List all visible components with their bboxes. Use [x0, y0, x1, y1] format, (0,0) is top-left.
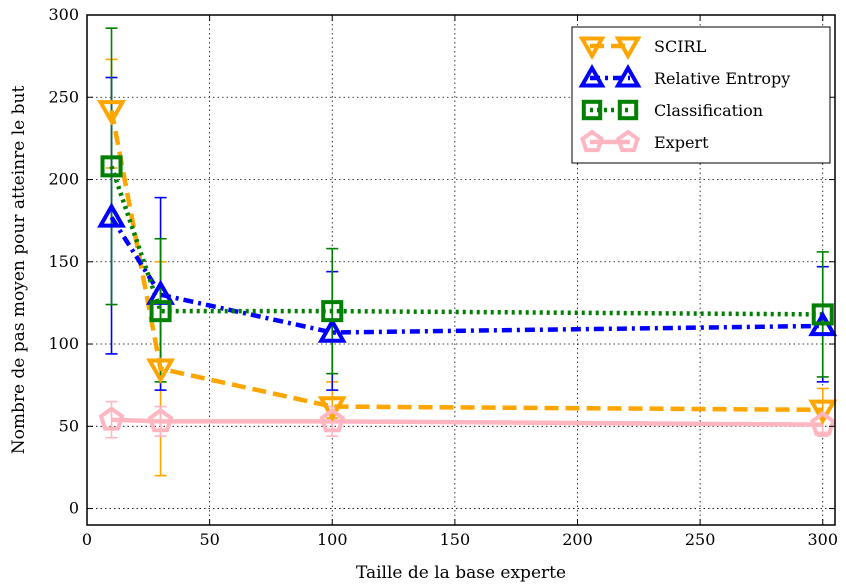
series-markers: [97, 100, 838, 436]
y-tick-label: 300: [48, 5, 79, 24]
plot-frame: [86, 14, 836, 526]
data-point-expert: [319, 407, 346, 433]
legend-marker-classification: [581, 99, 603, 121]
legend: SCIRL Relative Entropy Classification Exper…: [571, 26, 831, 164]
legend-label-scirl: SCIRL: [654, 37, 707, 56]
x-tick-label: 50: [199, 530, 219, 549]
y-axis-label: Nombre de pas moyen pour atteinre le but: [9, 86, 29, 455]
series-line-expert: [111, 417, 823, 427]
legend-marker-expert: [616, 129, 640, 153]
y-tick-label: 0: [69, 499, 79, 518]
data-point-classification: [321, 300, 344, 323]
series-line-relative-entropy: [109, 216, 823, 335]
x-tick-label: 0: [82, 530, 92, 549]
y-tick-label: 50: [59, 416, 79, 435]
legend-label-expert: Expert: [654, 133, 709, 152]
data-point-scirl: [317, 396, 347, 422]
data-point-relative-entropy: [97, 202, 126, 228]
x-tick-label: 250: [685, 530, 716, 549]
legend-marker-scirl: [614, 36, 642, 61]
x-tick-label: 200: [562, 530, 593, 549]
axis-ticks: 0 50 100 150 200 250 300 0 50 100 150 200 250 300: [48, 5, 838, 549]
legend-marker-expert: [580, 129, 604, 153]
data-point-expert: [98, 406, 125, 431]
x-tick-label: 100: [317, 530, 348, 549]
x-axis-label: Taille de la base experte: [356, 563, 566, 583]
series-line-classification: [109, 165, 823, 317]
y-tick-label: 100: [48, 334, 79, 353]
data-point-expert: [147, 407, 174, 433]
y-tick-label: 150: [48, 252, 79, 271]
x-tick-label: 150: [440, 530, 471, 549]
legend-marker-scirl: [578, 36, 606, 61]
legend-label-relative-entropy: Relative Entropy: [654, 69, 790, 88]
series-lines: [109, 109, 823, 427]
y-tick-label: 250: [48, 87, 79, 106]
data-point-scirl: [146, 358, 176, 384]
data-point-relative-entropy: [317, 317, 347, 343]
data-point-expert: [809, 411, 836, 436]
data-point-scirl: [808, 399, 838, 425]
data-point-classification: [100, 155, 123, 178]
data-point-scirl: [97, 100, 126, 126]
y-tick-label: 200: [48, 170, 79, 189]
legend-marker-classification: [617, 99, 639, 121]
x-tick-label: 300: [807, 530, 838, 549]
legend-label-classification: Classification: [654, 101, 763, 120]
legend-marker-relative-entropy: [578, 63, 606, 88]
data-point-classification: [811, 303, 834, 326]
legend-marker-relative-entropy: [614, 63, 642, 88]
data-point-classification: [149, 300, 172, 323]
